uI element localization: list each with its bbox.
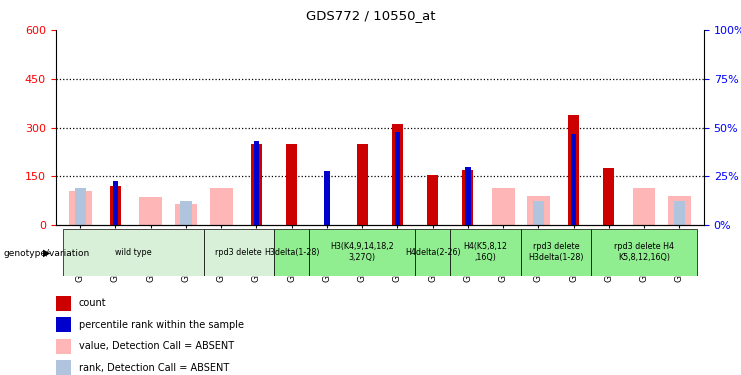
Bar — [591, 229, 697, 276]
Bar — [210, 188, 233, 225]
Bar — [253, 141, 259, 225]
Text: H4(K5,8,12
,16Q): H4(K5,8,12 ,16Q) — [463, 243, 508, 262]
Text: count: count — [79, 298, 107, 308]
Bar — [427, 175, 438, 225]
Bar — [392, 124, 403, 225]
Text: H3delta(1-28): H3delta(1-28) — [264, 248, 319, 256]
Bar — [110, 186, 121, 225]
Text: rpd3 delete: rpd3 delete — [216, 248, 262, 256]
Bar — [462, 170, 473, 225]
Text: wild type: wild type — [115, 248, 151, 256]
Bar — [571, 134, 576, 225]
Bar — [527, 196, 550, 225]
Bar — [324, 171, 330, 225]
Bar — [394, 132, 400, 225]
Bar — [56, 296, 71, 310]
Bar — [465, 166, 471, 225]
Bar — [63, 229, 204, 276]
Text: GDS772 / 10550_at: GDS772 / 10550_at — [306, 9, 435, 22]
Bar — [56, 360, 71, 375]
Bar — [69, 191, 92, 225]
Bar — [533, 201, 544, 225]
Bar — [356, 144, 368, 225]
Bar — [568, 114, 579, 225]
Bar — [491, 188, 514, 225]
Text: rank, Detection Call = ABSENT: rank, Detection Call = ABSENT — [79, 363, 229, 373]
Text: genotype/variation: genotype/variation — [4, 249, 90, 258]
Bar — [204, 229, 274, 276]
Bar — [56, 339, 71, 354]
Bar — [603, 168, 614, 225]
Bar — [250, 144, 262, 225]
Bar — [451, 229, 521, 276]
Bar — [674, 201, 685, 225]
Bar — [309, 229, 415, 276]
Text: percentile rank within the sample: percentile rank within the sample — [79, 320, 244, 330]
Bar — [521, 229, 591, 276]
Bar — [139, 197, 162, 225]
Bar — [113, 181, 119, 225]
Text: value, Detection Call = ABSENT: value, Detection Call = ABSENT — [79, 341, 234, 351]
Text: ▶: ▶ — [43, 248, 50, 258]
Bar — [274, 229, 309, 276]
Bar — [668, 196, 691, 225]
Bar — [415, 229, 451, 276]
Bar — [286, 144, 297, 225]
Text: rpd3 delete H4
K5,8,12,16Q): rpd3 delete H4 K5,8,12,16Q) — [614, 243, 674, 262]
Bar — [174, 204, 197, 225]
Bar — [180, 201, 192, 225]
Text: H3(K4,9,14,18,2
3,27Q): H3(K4,9,14,18,2 3,27Q) — [330, 243, 394, 262]
Text: rpd3 delete
H3delta(1-28): rpd3 delete H3delta(1-28) — [528, 243, 584, 262]
Bar — [633, 188, 656, 225]
Text: H4delta(2-26): H4delta(2-26) — [405, 248, 460, 256]
Bar — [56, 317, 71, 332]
Bar — [75, 188, 86, 225]
